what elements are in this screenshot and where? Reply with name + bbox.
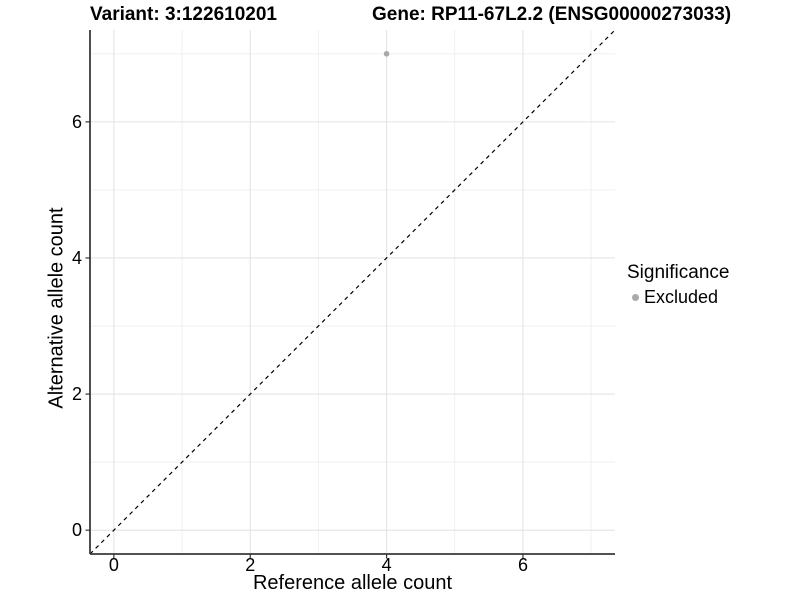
legend-item-label: Excluded [644, 287, 719, 307]
legend-title: Significance [627, 262, 730, 283]
x-tick-label: 6 [518, 555, 528, 575]
x-tick-label: 4 [382, 555, 392, 575]
legend: Significance Excluded [627, 261, 729, 308]
identity-reference-line [89, 29, 616, 555]
y-axis-label: Alternative allele count [45, 207, 68, 409]
x-axis-label: Reference allele count [252, 572, 452, 594]
y-tick-label: 6 [72, 112, 82, 132]
y-tick-label: 2 [72, 384, 82, 404]
y-tick-label: 0 [72, 520, 82, 540]
data-point [383, 51, 390, 57]
legend-point-swatch-icon [632, 294, 639, 301]
x-tick-label: 2 [245, 555, 255, 575]
x-tick-label: 0 [109, 555, 119, 575]
plot-title-gene: Gene: RP11-67L2.2 (ENSG00000273033) [372, 4, 732, 25]
y-tick-label: 4 [72, 248, 82, 268]
legend-items: Excluded [627, 287, 729, 308]
legend-item: Excluded [627, 287, 729, 308]
plot-title-variant: Variant: 3:122610201 [90, 4, 277, 25]
